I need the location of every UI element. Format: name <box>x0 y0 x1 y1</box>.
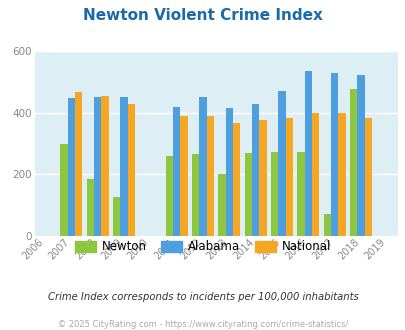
Bar <box>120 97 128 236</box>
Bar <box>349 89 356 236</box>
Bar <box>75 92 82 236</box>
Bar <box>311 113 319 236</box>
Bar <box>323 214 330 236</box>
Bar <box>304 71 311 236</box>
Bar <box>364 118 371 236</box>
Bar <box>270 152 278 236</box>
Bar <box>199 97 206 236</box>
Bar <box>101 96 109 236</box>
Bar <box>94 97 101 236</box>
Bar <box>285 118 292 236</box>
Bar <box>218 174 225 236</box>
Bar <box>68 98 75 236</box>
Bar <box>330 73 337 236</box>
Legend: Newton, Alabama, National: Newton, Alabama, National <box>70 236 335 258</box>
Bar <box>60 144 68 236</box>
Bar <box>232 123 240 236</box>
Bar <box>113 197 120 236</box>
Bar <box>180 116 187 236</box>
Bar <box>86 179 94 236</box>
Text: Crime Index corresponds to incidents per 100,000 inhabitants: Crime Index corresponds to incidents per… <box>47 292 358 302</box>
Bar <box>337 114 345 236</box>
Bar <box>244 153 252 236</box>
Bar <box>128 104 135 236</box>
Bar <box>259 120 266 236</box>
Text: Newton Violent Crime Index: Newton Violent Crime Index <box>83 8 322 23</box>
Bar <box>252 104 259 236</box>
Bar <box>173 107 180 236</box>
Bar <box>356 75 364 236</box>
Text: © 2025 CityRating.com - https://www.cityrating.com/crime-statistics/: © 2025 CityRating.com - https://www.city… <box>58 320 347 329</box>
Bar <box>225 108 232 236</box>
Bar <box>206 116 213 236</box>
Bar <box>192 154 199 236</box>
Bar <box>296 152 304 236</box>
Bar <box>165 156 173 236</box>
Bar <box>278 91 285 236</box>
